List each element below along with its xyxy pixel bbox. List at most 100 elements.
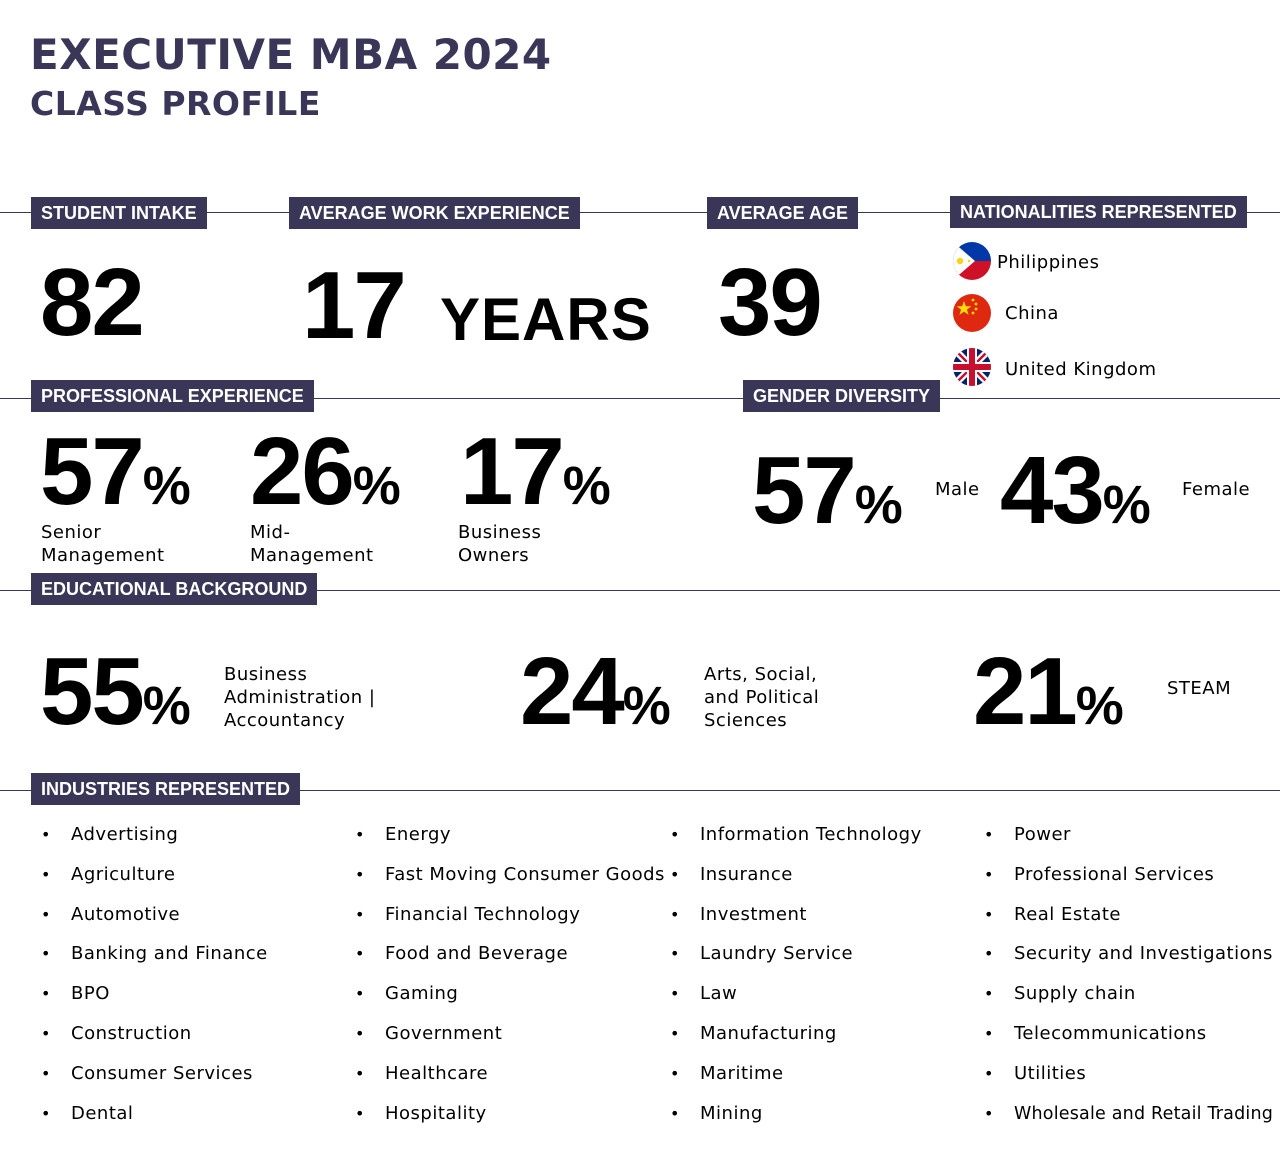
list-item: • Professional Services (984, 860, 1274, 900)
gender-stat-value: 43% (1000, 437, 1151, 544)
bullet-icon: • (41, 904, 51, 924)
bullet-icon: • (670, 1063, 680, 1083)
list-item: • Healthcare (355, 1059, 655, 1099)
bullet-icon: • (984, 984, 994, 1004)
divider-line (0, 212, 1280, 213)
bullet-icon: • (41, 1023, 51, 1043)
divider-line (0, 590, 1280, 591)
professional-stat-value: 26% (250, 418, 401, 525)
nationality-label: China (1005, 303, 1059, 324)
list-item: • Laundry Service (670, 939, 970, 979)
list-item: • Power (984, 820, 1274, 860)
bullet-icon: • (984, 1103, 994, 1123)
list-item: • Information Technology (670, 820, 970, 860)
bullet-icon: • (670, 825, 680, 844)
bullet-icon: • (670, 984, 680, 1004)
bullet-icon: • (670, 944, 680, 964)
educational-background-tag: EDUCATIONAL BACKGROUND (31, 573, 318, 605)
list-item: • Automotive (41, 900, 341, 940)
list-item: • Telecommunications (984, 1019, 1274, 1059)
gender-stat-value: 57% (752, 437, 903, 544)
nationality-label: United Kingdom (1005, 359, 1157, 380)
work-experience-value: 17 (302, 252, 407, 359)
divider-line (0, 790, 1280, 791)
list-item: • Supply chain (984, 979, 1274, 1019)
page-subtitle: CLASS PROFILE (30, 84, 321, 123)
bullet-icon: • (41, 864, 51, 884)
page-title: EXECUTIVE MBA 2024 (30, 30, 552, 79)
education-stat-value: 24% (520, 638, 671, 745)
list-item: • Dental (41, 1099, 341, 1139)
bullet-icon: • (41, 944, 51, 964)
bullet-icon: • (41, 1063, 51, 1083)
divider-line (0, 398, 1280, 399)
bullet-icon: • (41, 984, 51, 1004)
education-stat-label: Business Administration | Accountancy (224, 664, 376, 731)
nationalities-tag: NATIONALITIES REPRESENTED (950, 196, 1247, 228)
nationality-label: Philippines (997, 252, 1100, 273)
industry-list-column: • Power • Professional Services • Real Esta… (984, 820, 1274, 1138)
uk-flag-icon (953, 348, 991, 386)
education-stat-label: STEAM (1167, 678, 1232, 699)
bullet-icon: • (355, 1103, 365, 1123)
china-flag-icon (953, 294, 991, 332)
list-item: • Law (670, 979, 970, 1019)
work-experience-tag: AVERAGE WORK EXPERIENCE (289, 197, 580, 229)
work-experience-unit: YEARS (440, 286, 652, 353)
gender-stat-label: Female (1182, 479, 1251, 500)
bullet-icon: • (355, 904, 365, 924)
professional-stat-value: 57% (40, 418, 191, 525)
list-item: • Utilities (984, 1059, 1274, 1099)
list-item: • Gaming (355, 979, 655, 1019)
industry-list-column: • Advertising • Agriculture • Automotive • B… (41, 820, 341, 1138)
bullet-icon: • (670, 1103, 680, 1123)
professional-experience-tag: PROFESSIONAL EXPERIENCE (31, 380, 314, 412)
professional-stat-label: Business Owners (458, 522, 542, 566)
bullet-icon: • (984, 944, 994, 964)
industry-list-column: • Energy • Fast Moving Consumer Goods • Fin… (355, 820, 664, 1139)
industry-list-column: • Information Technology • Insurance • Inve… (670, 820, 970, 1138)
list-item: • Insurance (670, 860, 970, 900)
education-stat-value: 21% (973, 638, 1124, 745)
bullet-icon: • (670, 864, 680, 884)
bullet-icon: • (355, 864, 365, 884)
student-intake-value: 82 (40, 249, 145, 356)
list-item: • Government (355, 1019, 655, 1059)
bullet-icon: • (670, 1023, 680, 1043)
list-item: • Real Estate (984, 900, 1274, 940)
bullet-icon: • (355, 825, 365, 844)
average-age-tag: AVERAGE AGE (707, 197, 859, 229)
list-item: • BPO (41, 979, 341, 1019)
list-item: • Wholesale and Retail Trading (984, 1099, 1274, 1139)
list-item: • Fast Moving Consumer Goods (355, 860, 664, 900)
education-stat-label: Arts, Social, and Political Sciences (704, 664, 820, 731)
professional-stat-label: Senior Management (41, 522, 165, 566)
gender-stat-label: Male (935, 479, 980, 500)
bullet-icon: • (41, 825, 51, 844)
bullet-icon: • (984, 904, 994, 924)
student-intake-tag: STUDENT INTAKE (31, 197, 207, 229)
list-item: • Construction (41, 1019, 341, 1059)
professional-stat-label: Mid- Management (250, 522, 374, 566)
list-item: • Financial Technology (355, 900, 655, 940)
bullet-icon: • (355, 944, 365, 964)
bullet-icon: • (984, 1063, 994, 1083)
list-item: • Consumer Services (41, 1059, 341, 1099)
list-item: • Manufacturing (670, 1019, 970, 1059)
list-item: • Maritime (670, 1059, 970, 1099)
list-item: • Advertising (41, 820, 341, 860)
bullet-icon: • (984, 864, 994, 884)
list-item: • Energy (355, 820, 655, 860)
education-stat-value: 55% (40, 638, 191, 745)
list-item: • Security and Investigations (984, 939, 1274, 979)
bullet-icon: • (984, 1023, 994, 1043)
bullet-icon: • (670, 904, 680, 924)
bullet-icon: • (355, 1023, 365, 1043)
list-item: • Banking and Finance (41, 939, 341, 979)
bullet-icon: • (355, 1063, 365, 1083)
gender-diversity-tag: GENDER DIVERSITY (743, 380, 941, 412)
bullet-icon: • (355, 984, 365, 1004)
list-item: • Mining (670, 1099, 970, 1139)
list-item: • Hospitality (355, 1099, 655, 1139)
bullet-icon: • (41, 1103, 51, 1123)
